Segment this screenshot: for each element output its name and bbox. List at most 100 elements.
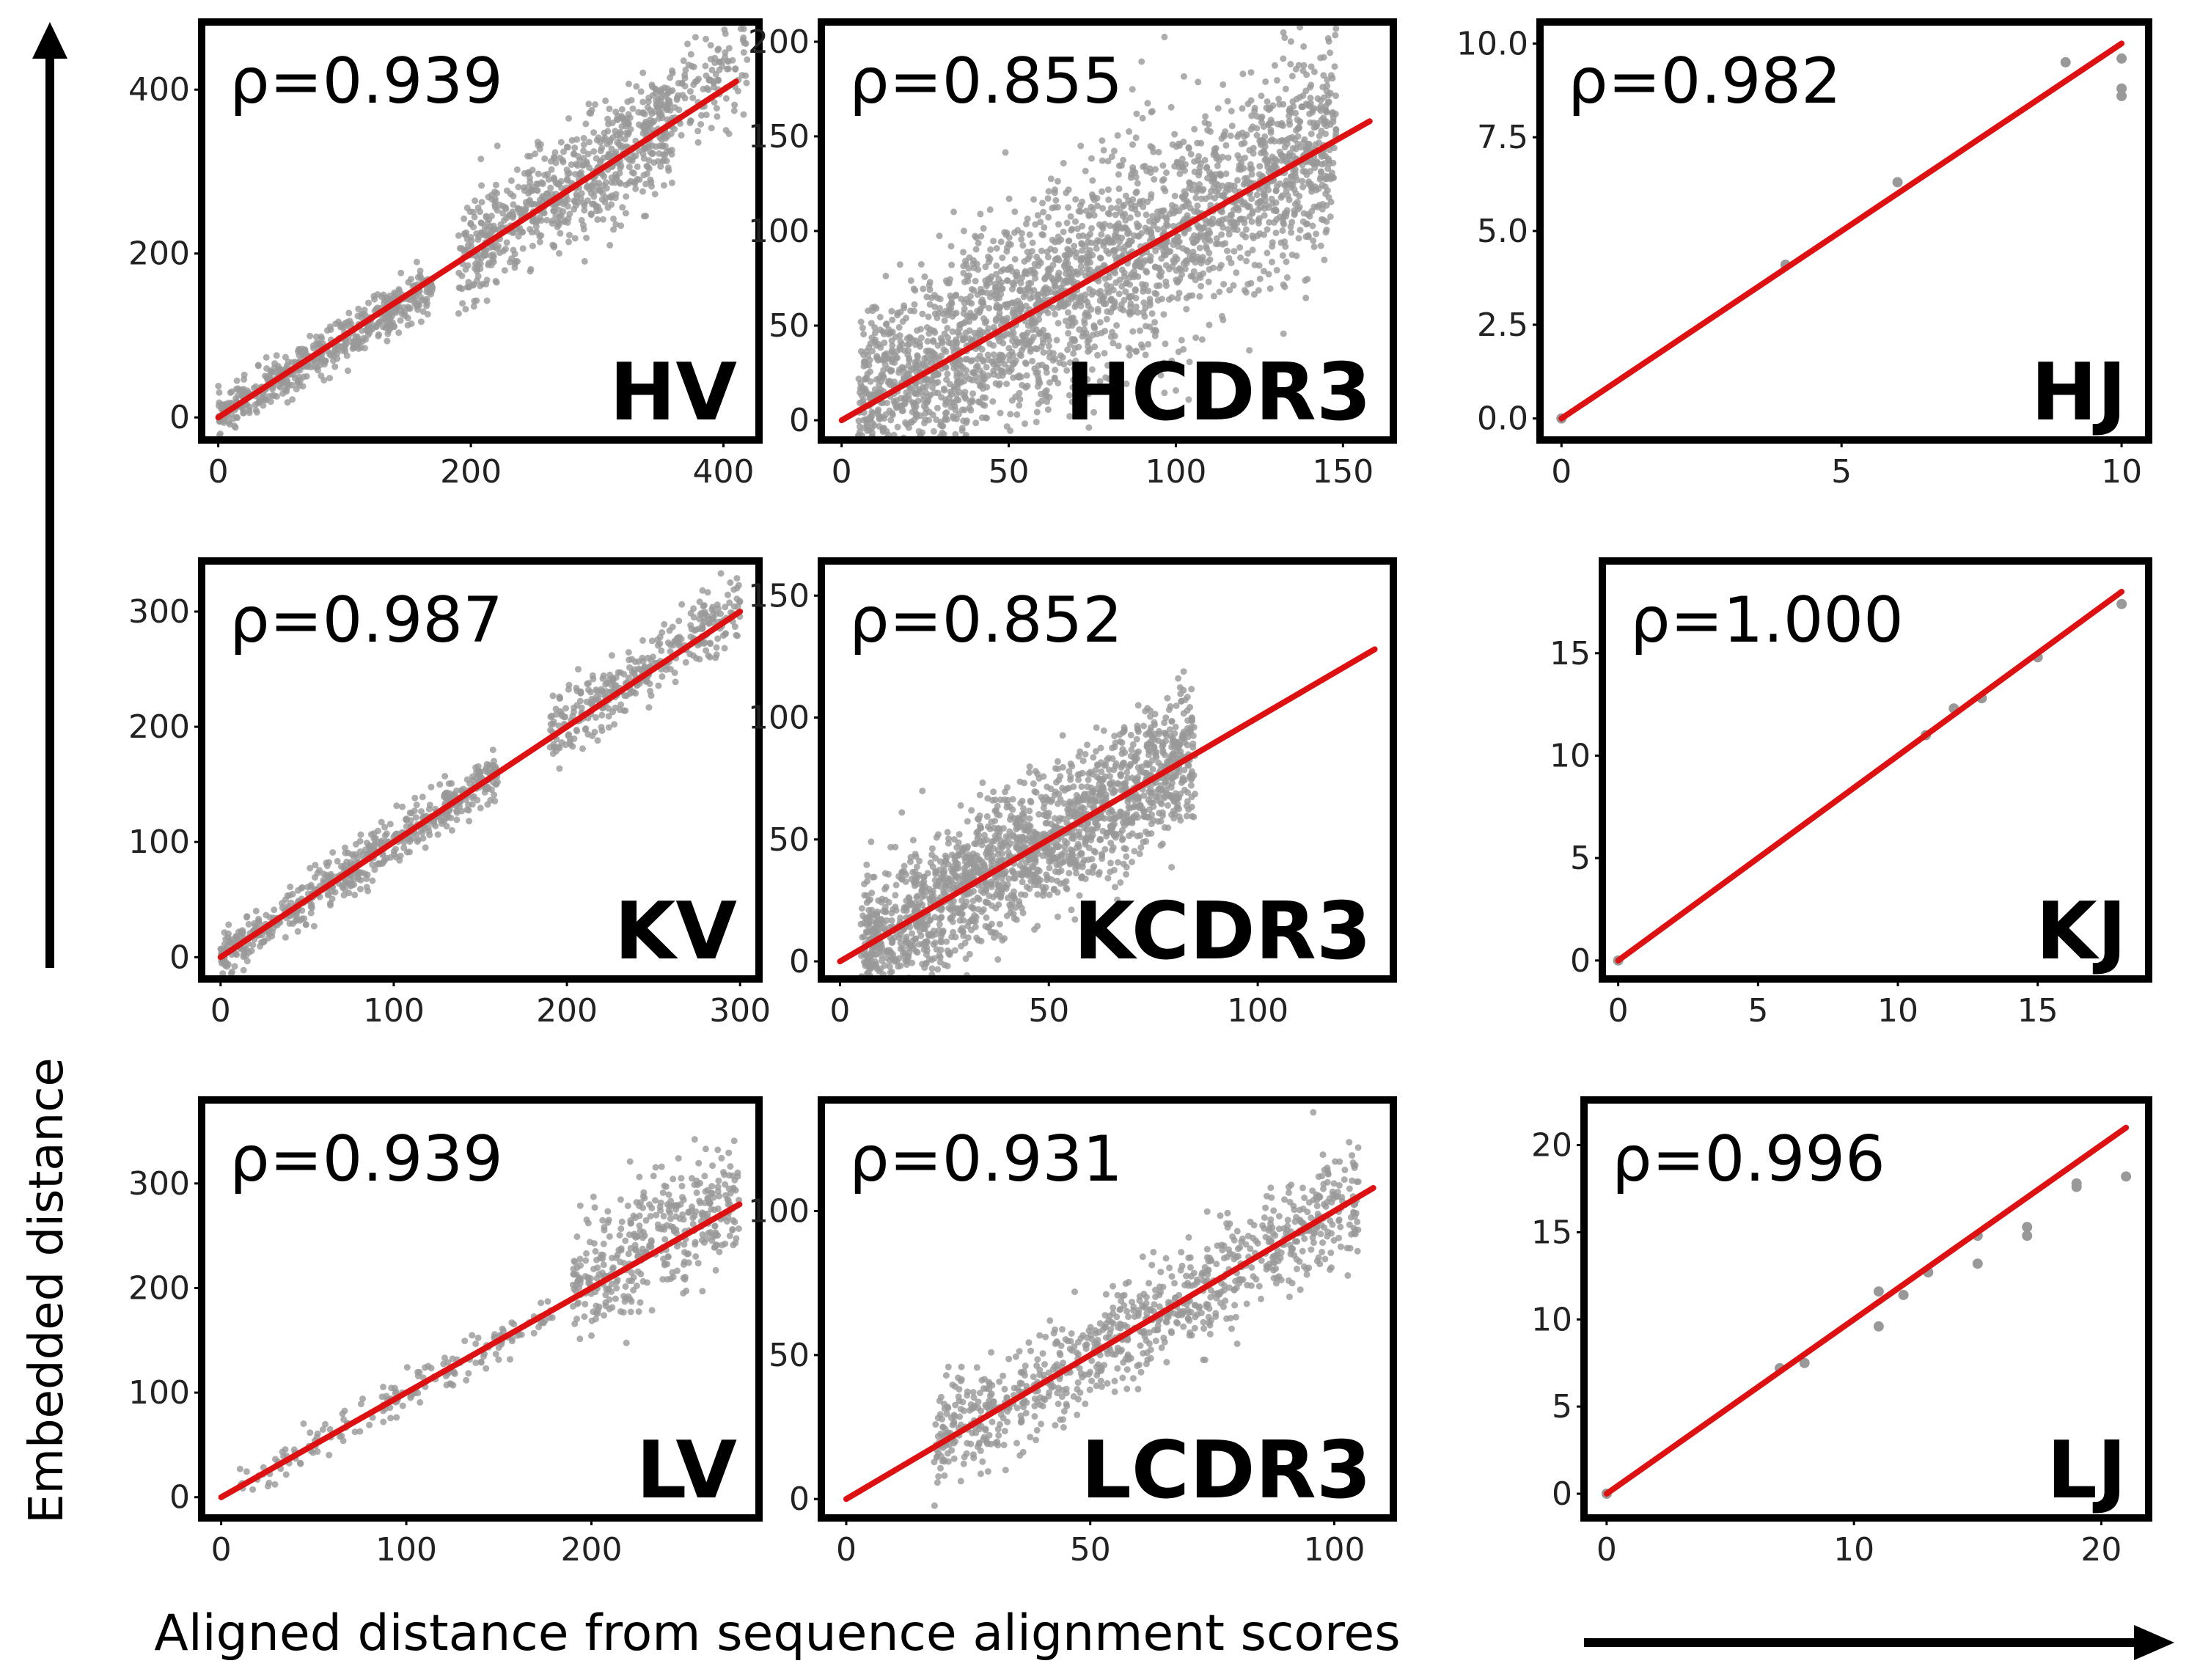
scatter-point [1093,194,1101,202]
scatter-point [1003,381,1011,387]
scatter-point [557,694,564,702]
scatter-point [975,239,982,246]
scatter-point [1269,166,1276,173]
scatter-point [598,711,606,719]
scatter-point [597,147,604,155]
scatter-point [1107,205,1115,212]
scatter-point [1146,296,1154,303]
scatter-point [978,382,984,389]
scatter-point [1330,144,1338,152]
scatter-point [663,148,670,155]
scatter-point [1084,249,1091,257]
panel-label: HCDR3 [1065,347,1371,439]
scatter-point [596,207,604,214]
scatter-point [1107,309,1115,316]
scatter-point [1126,294,1134,301]
scatter-point [1281,34,1288,41]
scatter-point [610,215,617,222]
scatter-point [867,455,873,462]
scatter-point [1273,266,1280,274]
scatter-point [1101,262,1107,269]
scatter-point [684,40,691,48]
scatter-point [859,472,865,478]
scatter-point [1292,109,1299,117]
scatter-point [1038,343,1045,351]
scatter-point [301,348,309,356]
scatter-point [871,304,879,311]
scatter-point [494,142,501,150]
scatter-point [943,409,950,417]
scatter-point [1075,232,1082,240]
scatter-point [1257,139,1264,147]
scatter-point [1237,254,1244,261]
scatter-point [1227,132,1234,139]
scatter-point [612,194,619,202]
scatter-point [1247,69,1255,76]
scatter-point [1077,268,1085,276]
scatter-point [379,860,386,867]
scatter-point [571,235,579,242]
scatter-point [572,171,579,177]
scatter-point [912,382,919,389]
x-tick-label: 0 [210,992,231,1030]
y-tick-label: 7.5 [1477,119,1528,156]
scatter-point [496,249,503,257]
scatter-point [1324,99,1332,106]
scatter-point [941,317,948,324]
scatter-point [1041,276,1049,283]
scatter-point [863,485,870,492]
scatter-point [458,807,466,815]
scatter-point [936,305,943,312]
scatter-point [515,183,522,191]
scatter-point [644,164,651,170]
scatter-point [562,741,569,749]
scatter-point [955,397,962,404]
panel-label: HJ [2031,347,2127,439]
scatter-point [660,101,667,109]
scatter-point [1297,227,1304,234]
scatter-point [240,409,247,417]
scatter-point [700,85,707,92]
scatter-point [697,121,705,128]
scatter-point [1224,247,1231,254]
scatter-point [459,300,466,307]
scatter-point [889,329,896,336]
scatter-point [620,707,628,714]
scatter-point [1210,293,1217,300]
scatter-point [727,12,734,19]
scatter-point [1266,105,1274,112]
scatter-point [990,371,997,378]
scatter-point [882,272,890,279]
scatter-point [1162,340,1169,348]
scatter-point [243,958,251,965]
scatter-point [949,413,956,420]
scatter-point [866,416,873,423]
scatter-point [340,892,348,899]
scatter-point [1189,255,1196,263]
rho-annotation: ρ=0.982 [1568,45,1841,118]
scatter-point [482,785,489,792]
scatter-point [1133,110,1140,117]
scatter-point [313,339,320,346]
scatter-point [1316,175,1324,183]
scatter-point [573,193,581,200]
scatter-point [884,479,890,485]
scatter-point [619,204,626,211]
scatter-point [665,167,672,175]
scatter-point [926,301,934,308]
scatter-point [893,348,901,355]
scatter-point [1280,122,1287,129]
scatter-point [1075,343,1082,351]
scatter-point [960,320,967,327]
scatter-point [914,456,920,463]
scatter-point [1143,268,1150,275]
scatter-point [1028,248,1035,255]
scatter-point [549,220,556,227]
scatter-point [1041,224,1048,231]
scatter-point [903,421,910,428]
scatter-point [950,344,956,351]
scatter-point [1106,239,1113,246]
scatter-point [1082,309,1090,316]
scatter-point [690,614,697,621]
